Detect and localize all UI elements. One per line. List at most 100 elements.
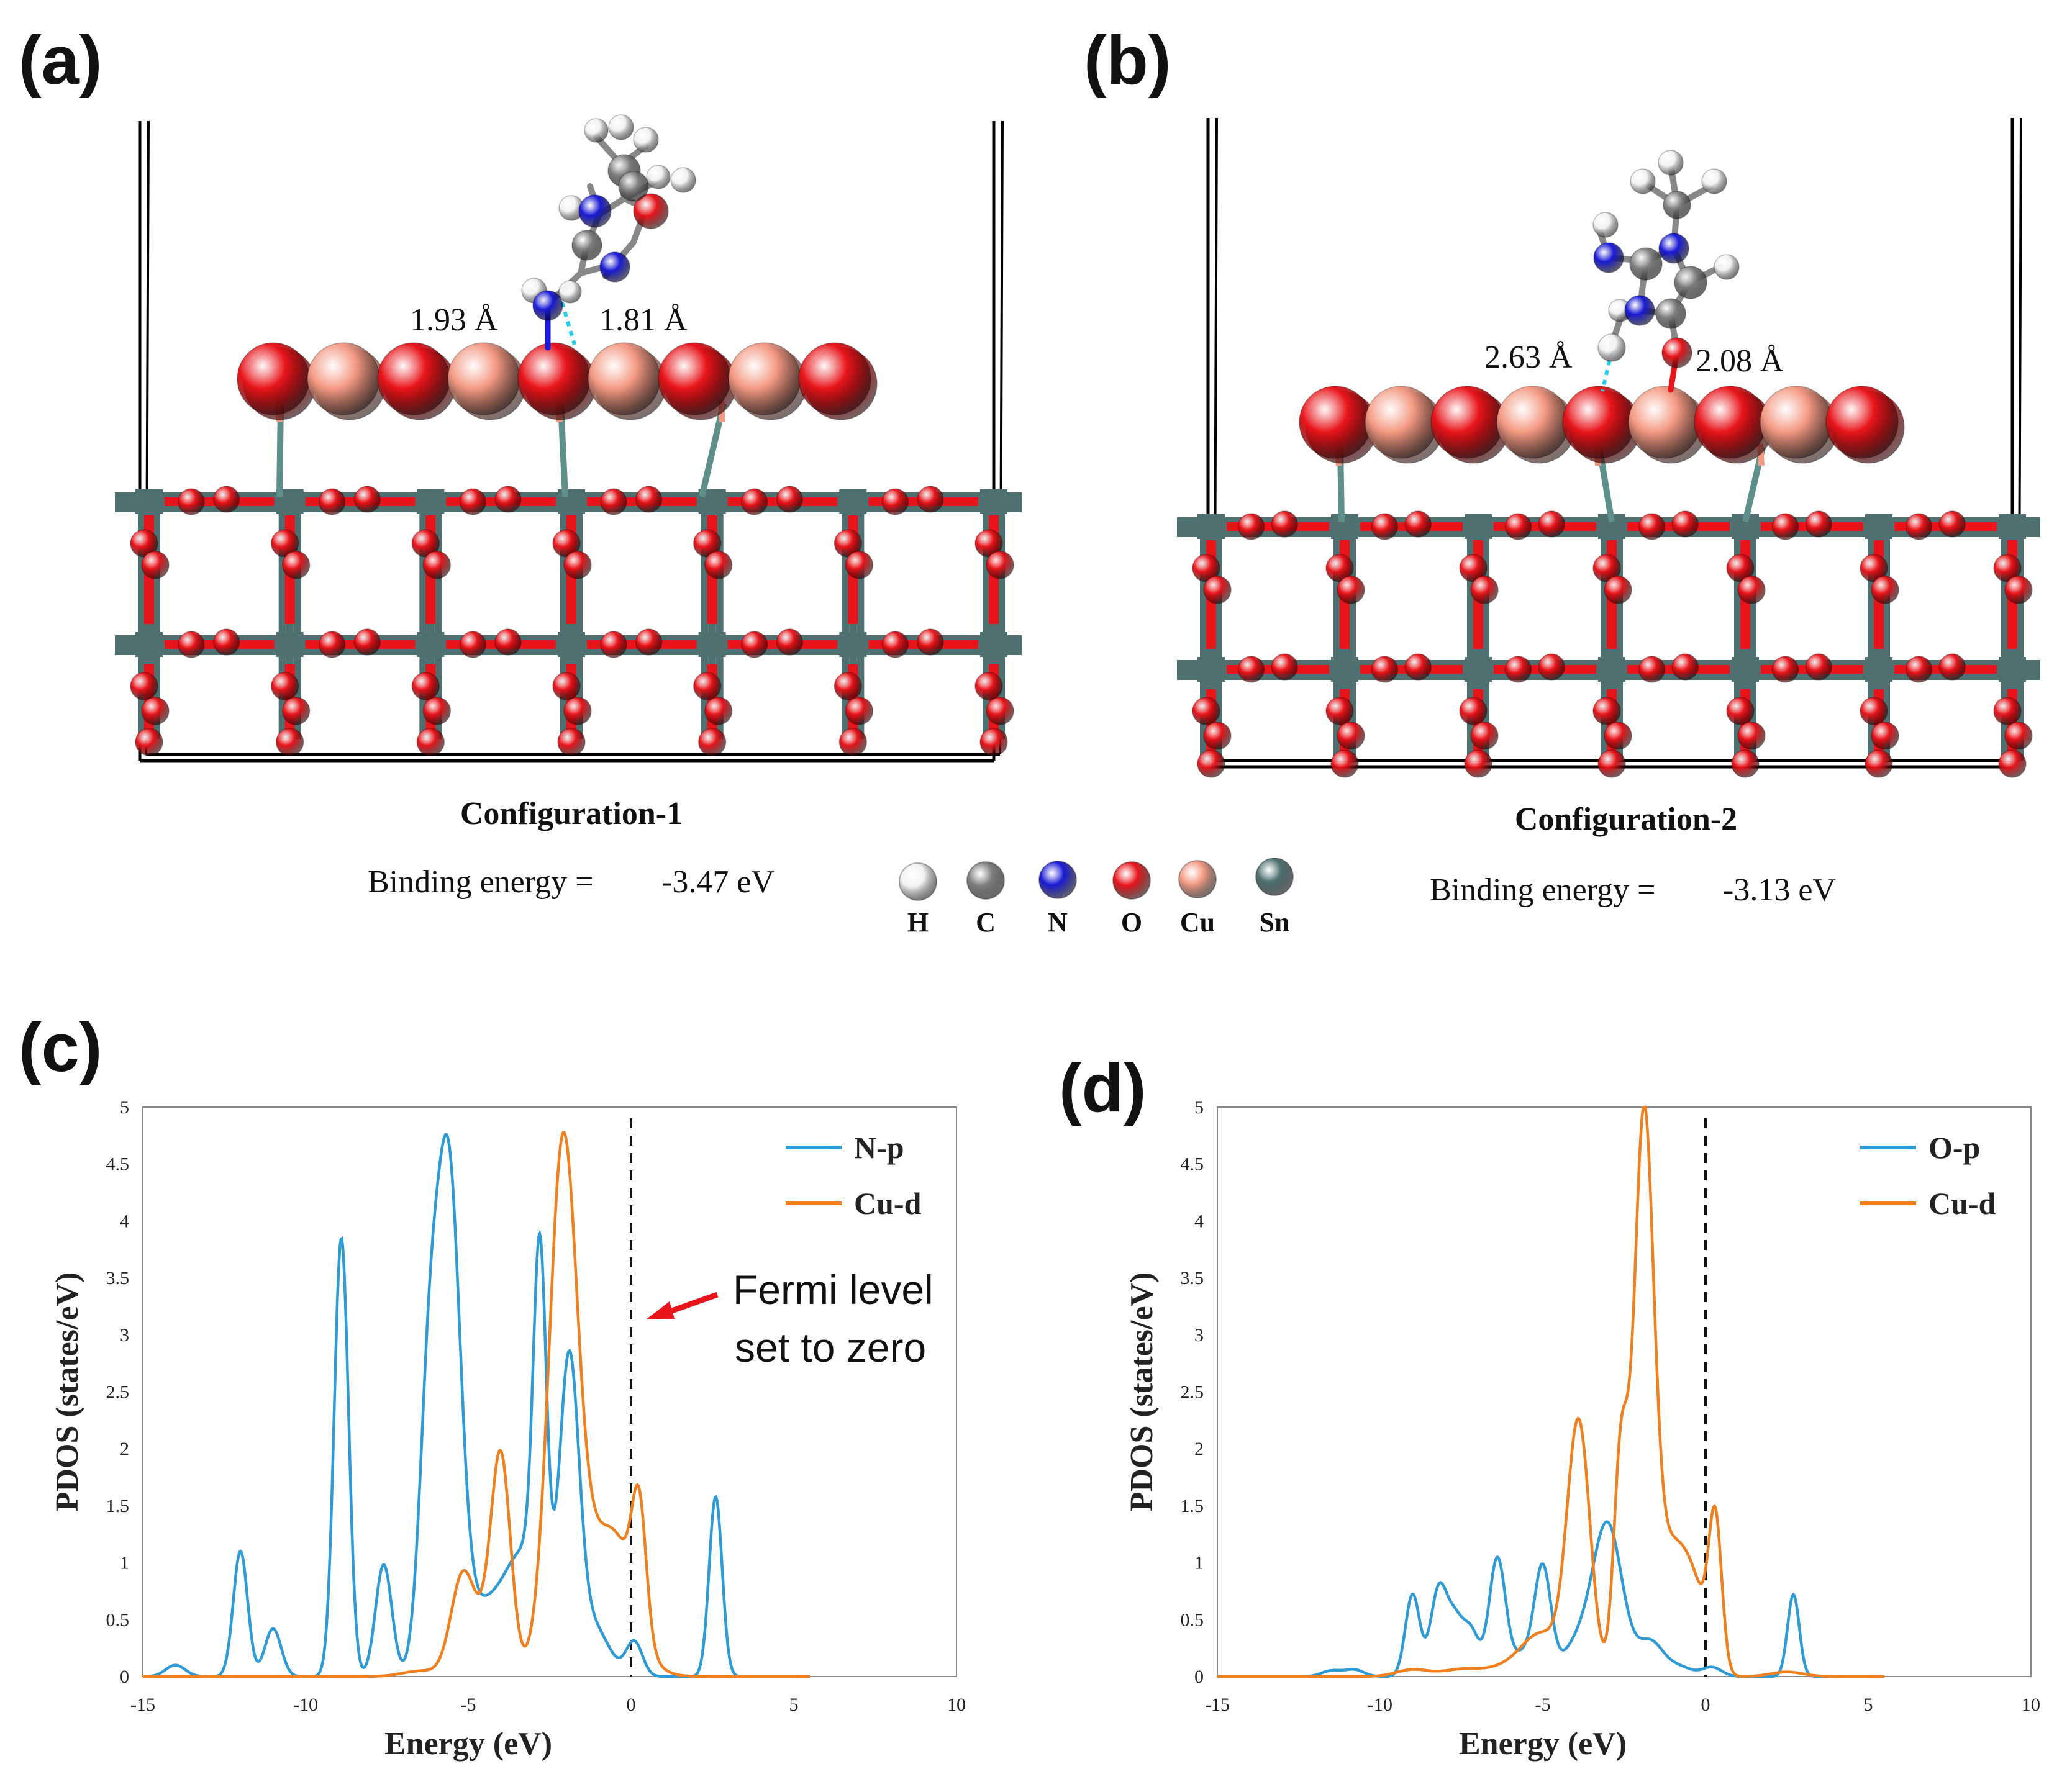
- atom-cu: [1628, 386, 1701, 459]
- atom-o: [563, 697, 592, 725]
- atom-o: [130, 672, 158, 700]
- atom-o: [1271, 653, 1298, 681]
- atom-o: [459, 631, 487, 658]
- series-line-o-p: [1217, 1520, 1868, 1678]
- series-line-cu-d: [1217, 1105, 1885, 1678]
- atom-o: [141, 551, 170, 579]
- sno2-slab: [115, 120, 1022, 763]
- atom-o: [422, 551, 452, 579]
- atom-o: [1504, 656, 1532, 683]
- atom-o: [600, 631, 627, 658]
- sn-node: [417, 632, 445, 657]
- atom-o: [1737, 722, 1766, 750]
- atom-o: [1404, 653, 1432, 681]
- y-tick-label: 2: [1194, 1439, 1204, 1459]
- y-axis-title: PDOS (states/eV): [50, 1272, 85, 1512]
- atom-o: [1771, 513, 1799, 540]
- sn-node: [980, 632, 1007, 657]
- atom-o: [270, 529, 299, 558]
- atom-o: [1538, 510, 1565, 538]
- atom-o: [411, 529, 440, 558]
- atom-o: [552, 672, 581, 700]
- atom-o: [740, 488, 768, 515]
- sn-node: [1197, 657, 1225, 682]
- sn-node: [980, 489, 1007, 514]
- hydrogen-bond: [560, 302, 576, 345]
- binding-energy-value-a: -3.47 eV: [661, 864, 775, 900]
- fermi-arrow-head: [646, 1301, 675, 1319]
- atom-o: [881, 631, 909, 658]
- fermi-annotation: Fermi level set to zero: [646, 1267, 934, 1370]
- legend-label-n-p: N-p: [854, 1130, 904, 1165]
- atom-o: [1998, 749, 2027, 778]
- atom-o: [1905, 513, 1933, 540]
- atom-n: [532, 290, 563, 321]
- atom-o: [411, 672, 440, 700]
- atom-o: [1671, 510, 1699, 538]
- x-tick-label: -15: [130, 1695, 155, 1715]
- atom-o: [422, 697, 452, 725]
- panel-label-b: (b): [1084, 22, 1171, 99]
- atom-o: [281, 697, 311, 725]
- atom-o: [834, 672, 863, 700]
- sn-node: [558, 489, 585, 514]
- sn-node: [417, 489, 445, 514]
- atom-h: [1630, 168, 1656, 194]
- atom-cu: [728, 342, 801, 415]
- atom-o: [1464, 749, 1492, 778]
- bond-distance-left-a: 1.93 Å: [410, 302, 498, 338]
- atom-o: [318, 488, 346, 515]
- x-tick-label: -10: [293, 1695, 318, 1715]
- atom-o: [917, 628, 944, 656]
- atom-o: [2004, 722, 2033, 750]
- atom-cu: [588, 342, 661, 415]
- sn-node: [1331, 657, 1358, 682]
- sn-node: [1865, 657, 1892, 682]
- x-tick-label: 10: [2022, 1695, 2040, 1715]
- atom-o: [1592, 697, 1621, 725]
- atom-o: [974, 529, 1003, 558]
- atom-c: [618, 171, 649, 202]
- atom-cu: [1496, 386, 1570, 459]
- element-legend: H C N O Cu Sn: [899, 858, 1294, 938]
- atom-o: [281, 551, 311, 579]
- atom-h: [1597, 333, 1626, 362]
- atom-o: [1938, 653, 1966, 681]
- atom-o: [1404, 510, 1432, 538]
- y-tick-label: 3.5: [1181, 1268, 1204, 1288]
- x-tick-label: -5: [1535, 1695, 1551, 1715]
- y-tick-label: 3.5: [106, 1268, 130, 1288]
- atom-o: [1470, 576, 1499, 604]
- y-tick-label: 1: [1194, 1553, 1204, 1573]
- atom-o: [1805, 653, 1832, 681]
- y-tick-label: 1.5: [1181, 1496, 1204, 1516]
- y-axis-title: PDOS (states/eV): [1124, 1272, 1160, 1512]
- atom-o: [1192, 554, 1220, 582]
- atom-h: [670, 167, 696, 193]
- adsorbed-molecule: [1592, 150, 1740, 393]
- sn-node: [558, 632, 585, 657]
- atom-o: [459, 488, 487, 515]
- atom-h: [633, 127, 659, 153]
- atom-o: [135, 728, 163, 756]
- atom-o: [1905, 656, 1933, 683]
- atom-o: [1597, 749, 1626, 778]
- x-tick-label: -15: [1205, 1695, 1230, 1715]
- atom-o: [1325, 697, 1354, 725]
- atom-o: [1192, 697, 1220, 725]
- atom-o: [1731, 749, 1760, 778]
- atom-o: [1237, 513, 1265, 540]
- legend-label-c: C: [976, 907, 996, 938]
- atom-o: [986, 551, 1014, 579]
- atom-o: [1592, 554, 1621, 582]
- atom-o: [1271, 510, 1298, 538]
- y-tick-label: 5: [120, 1097, 129, 1118]
- y-tick-label: 5: [1194, 1097, 1204, 1118]
- atom-h: [1714, 254, 1740, 280]
- legend-label-n: N: [1048, 907, 1068, 938]
- x-tick-label: 0: [1701, 1695, 1710, 1715]
- binding-energy-label-b: Binding energy =: [1430, 872, 1655, 908]
- legend-label-h: H: [907, 907, 929, 938]
- legend-swatch-sn: [1255, 858, 1294, 896]
- atom-n: [1624, 295, 1655, 326]
